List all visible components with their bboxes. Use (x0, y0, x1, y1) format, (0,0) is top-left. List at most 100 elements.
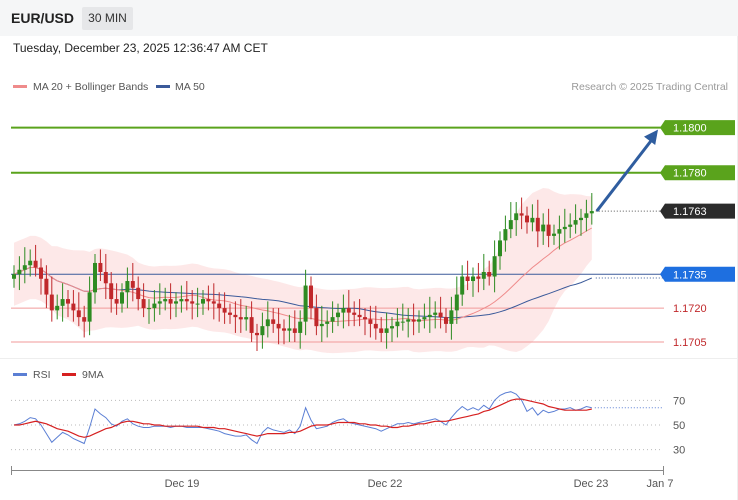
candle-body (519, 213, 524, 216)
current-price-label-box (660, 203, 735, 219)
price-labels-layer: 1.1800 1.1780 1.1735 1.1720 1.1705 1.1763 (660, 120, 735, 349)
candle-body (584, 213, 589, 218)
symbol-title: EUR/USD (11, 10, 75, 26)
rsi-line (13, 391, 592, 445)
candle-body (465, 276, 470, 282)
candle-body (341, 308, 346, 313)
candle-body (98, 262, 103, 272)
bb-legend-label: MA 20 + Bollinger Bands (33, 81, 148, 93)
candle-body (508, 220, 513, 230)
candle-body (357, 314, 362, 318)
candles-layer (12, 193, 594, 351)
candle-body (174, 301, 178, 304)
candle-body (476, 276, 481, 279)
candle-body (487, 272, 492, 277)
candle-body (325, 321, 330, 324)
candle-body (76, 310, 81, 318)
candle-body (265, 319, 270, 327)
candle-body (541, 224, 546, 232)
candle-body (535, 217, 540, 232)
candle-body (309, 285, 313, 309)
candle-body (400, 321, 405, 323)
candle-body (427, 314, 432, 318)
candle-body (136, 287, 141, 300)
candle-body (17, 269, 22, 275)
candle-body (498, 240, 502, 257)
candle-body (438, 312, 443, 318)
candle-body (514, 213, 519, 221)
candle-body (260, 326, 265, 336)
candle-body (147, 308, 151, 310)
candle-body (206, 299, 211, 302)
candle-body (579, 217, 583, 221)
ma9-legend-label: 9MA (82, 369, 104, 381)
level-label-1.1780-box (660, 165, 735, 181)
candle-body (249, 317, 254, 333)
candle-body (276, 323, 281, 329)
candle-body (233, 314, 238, 318)
candle-body (373, 323, 378, 329)
candle-body (109, 283, 114, 300)
candle-body (130, 281, 135, 288)
level-lines-layer (11, 126, 664, 343)
level-label-1.1720: 1.1720 (673, 303, 707, 315)
candle-body (22, 265, 27, 270)
candle-body (481, 272, 486, 279)
candle-body (271, 319, 276, 324)
candle-body (28, 260, 33, 266)
candle-body (114, 299, 119, 304)
x-label-dec-22: Dec 22 (368, 478, 403, 490)
level-label-1.1705: 1.1705 (673, 337, 707, 349)
candle-body (546, 224, 551, 236)
candle-body (93, 262, 97, 293)
bollinger-band-layer (14, 188, 592, 354)
candle-body (71, 303, 76, 311)
candle-body (66, 299, 70, 304)
ma9-legend-swatch (62, 373, 76, 376)
candle-body (422, 317, 427, 320)
candle-body (406, 319, 411, 322)
candle-body (211, 301, 216, 304)
timeframe-button[interactable]: 30 MIN (82, 7, 133, 30)
candle-body (201, 299, 205, 304)
candle-body (125, 281, 130, 293)
candle-body (12, 274, 16, 279)
candle-body (49, 294, 54, 311)
candle-body (103, 272, 108, 284)
level-label-1.1800-box (660, 120, 735, 136)
candle-body (87, 292, 92, 322)
forecast-arrow-layer (595, 129, 658, 212)
candle-body (352, 312, 357, 315)
candle-body (384, 328, 389, 333)
candle-body (444, 317, 448, 324)
rsi-level-label-70: 70 (673, 395, 685, 407)
candle-body (282, 328, 286, 331)
candle-body (552, 233, 556, 236)
candle-body (492, 256, 497, 277)
candle-body (141, 299, 146, 309)
candle-body (303, 285, 308, 322)
candle-body (471, 276, 475, 282)
candle-body (255, 332, 259, 336)
candle-body (330, 317, 335, 322)
candle-body (55, 305, 60, 311)
candle-body (314, 308, 319, 327)
candle-body (573, 220, 578, 225)
candle-body (287, 328, 292, 331)
candle-body (82, 317, 87, 322)
level-label-1.1735-box (660, 266, 735, 282)
candle-body (244, 317, 249, 320)
candle-body (433, 312, 438, 315)
candle-body (562, 226, 567, 230)
rsi-level-label-30: 30 (673, 445, 685, 457)
level-label-1.1780: 1.1780 (673, 168, 707, 180)
candle-body (379, 328, 384, 333)
candle-body (530, 217, 535, 223)
candle-body (44, 278, 49, 295)
current-price-label: 1.1763 (673, 206, 707, 218)
x-axis-labels: Dec 19 Dec 22 Dec 23 Jan 7 (11, 466, 673, 490)
candle-body (411, 319, 416, 322)
bollinger-band-fill (14, 188, 592, 354)
candle-body (152, 303, 157, 309)
